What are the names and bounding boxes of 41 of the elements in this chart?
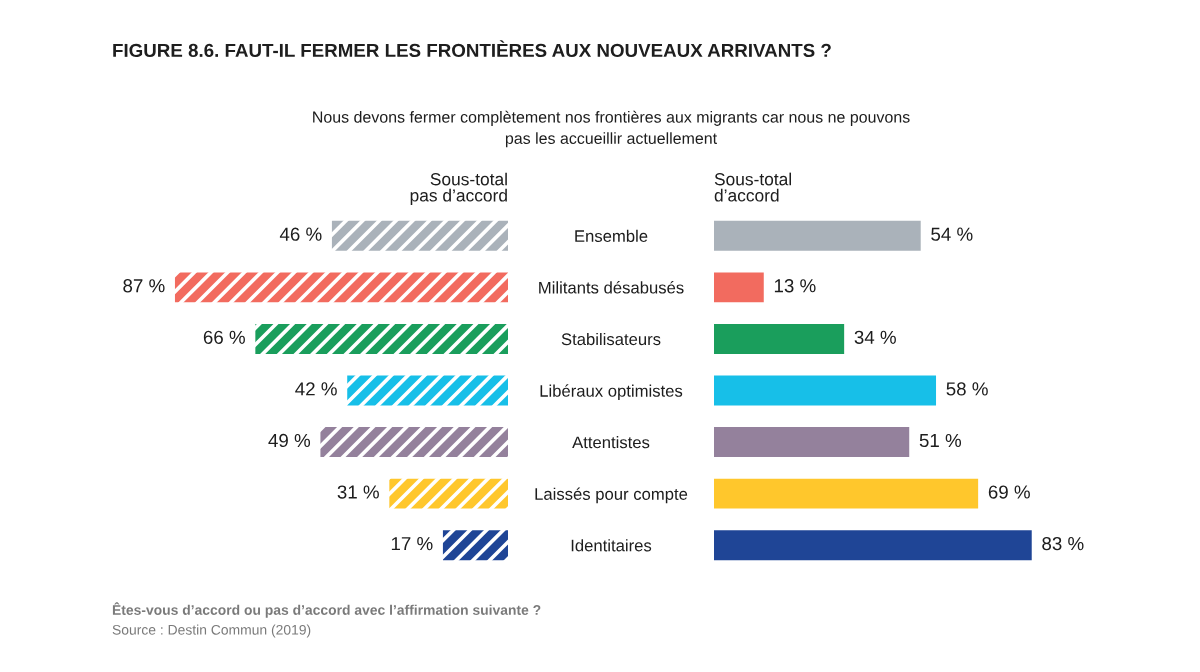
y-tick-label: Laissés pour compte	[535, 487, 688, 504]
y-tick-label: Militants désabusés	[539, 281, 684, 294]
y-tick-label: Identitaires	[571, 539, 652, 552]
bar	[347, 375, 508, 406]
data-label: 13 %	[774, 279, 816, 293]
data-label: 66 %	[203, 330, 245, 344]
bar	[714, 220, 921, 251]
x-axis-title: Sous-total d’accord	[714, 172, 792, 202]
bar	[442, 530, 508, 561]
bar	[174, 272, 508, 303]
y-tick-label: Ensemble	[575, 229, 648, 242]
y-tick-label: Attentistes	[572, 436, 650, 449]
data-label: 58 %	[946, 382, 988, 396]
bar	[714, 375, 937, 406]
data-label: 31 %	[337, 485, 379, 499]
data-label: 51 %	[919, 433, 962, 448]
bar	[389, 478, 508, 509]
bar	[714, 478, 979, 509]
bar	[331, 220, 508, 251]
bar	[320, 427, 508, 458]
data-label: 42 %	[295, 382, 337, 396]
data-label: 54 %	[931, 227, 973, 241]
data-label: 46 %	[279, 227, 322, 241]
bar	[714, 427, 910, 458]
data-label: 49 %	[268, 433, 311, 448]
bar	[255, 323, 508, 354]
bar	[714, 530, 1032, 561]
chart-subtitle: Nous devons fermer complètement nos frontières aux migrants car nous ne pouvons pas les accueillir actuellement	[313, 110, 910, 148]
text: Êtes-vous d’accord ou pas d’accord avec l’affirmation suivante ?	[112, 602, 541, 618]
bar	[714, 323, 845, 354]
data-label: 69 %	[988, 485, 1030, 499]
x-axis-title: Sous-total pas d’accord	[410, 172, 507, 205]
y-tick-label: Stabilisateurs	[561, 332, 661, 346]
source-note: Source : Destin Commun (2019)	[112, 624, 311, 638]
bar	[714, 272, 764, 303]
data-label: 83 %	[1042, 536, 1084, 551]
data-label: 17 %	[391, 537, 433, 551]
data-label: 87 %	[123, 279, 165, 293]
text: FIGURE 8.6. FAUT-IL FERMER LES FRONTIÈRES AUX NOUVEAUX ARRIVANTS ?	[113, 40, 831, 58]
data-label: 34 %	[854, 330, 896, 344]
y-tick-label: Libéraux optimistes	[540, 384, 683, 401]
